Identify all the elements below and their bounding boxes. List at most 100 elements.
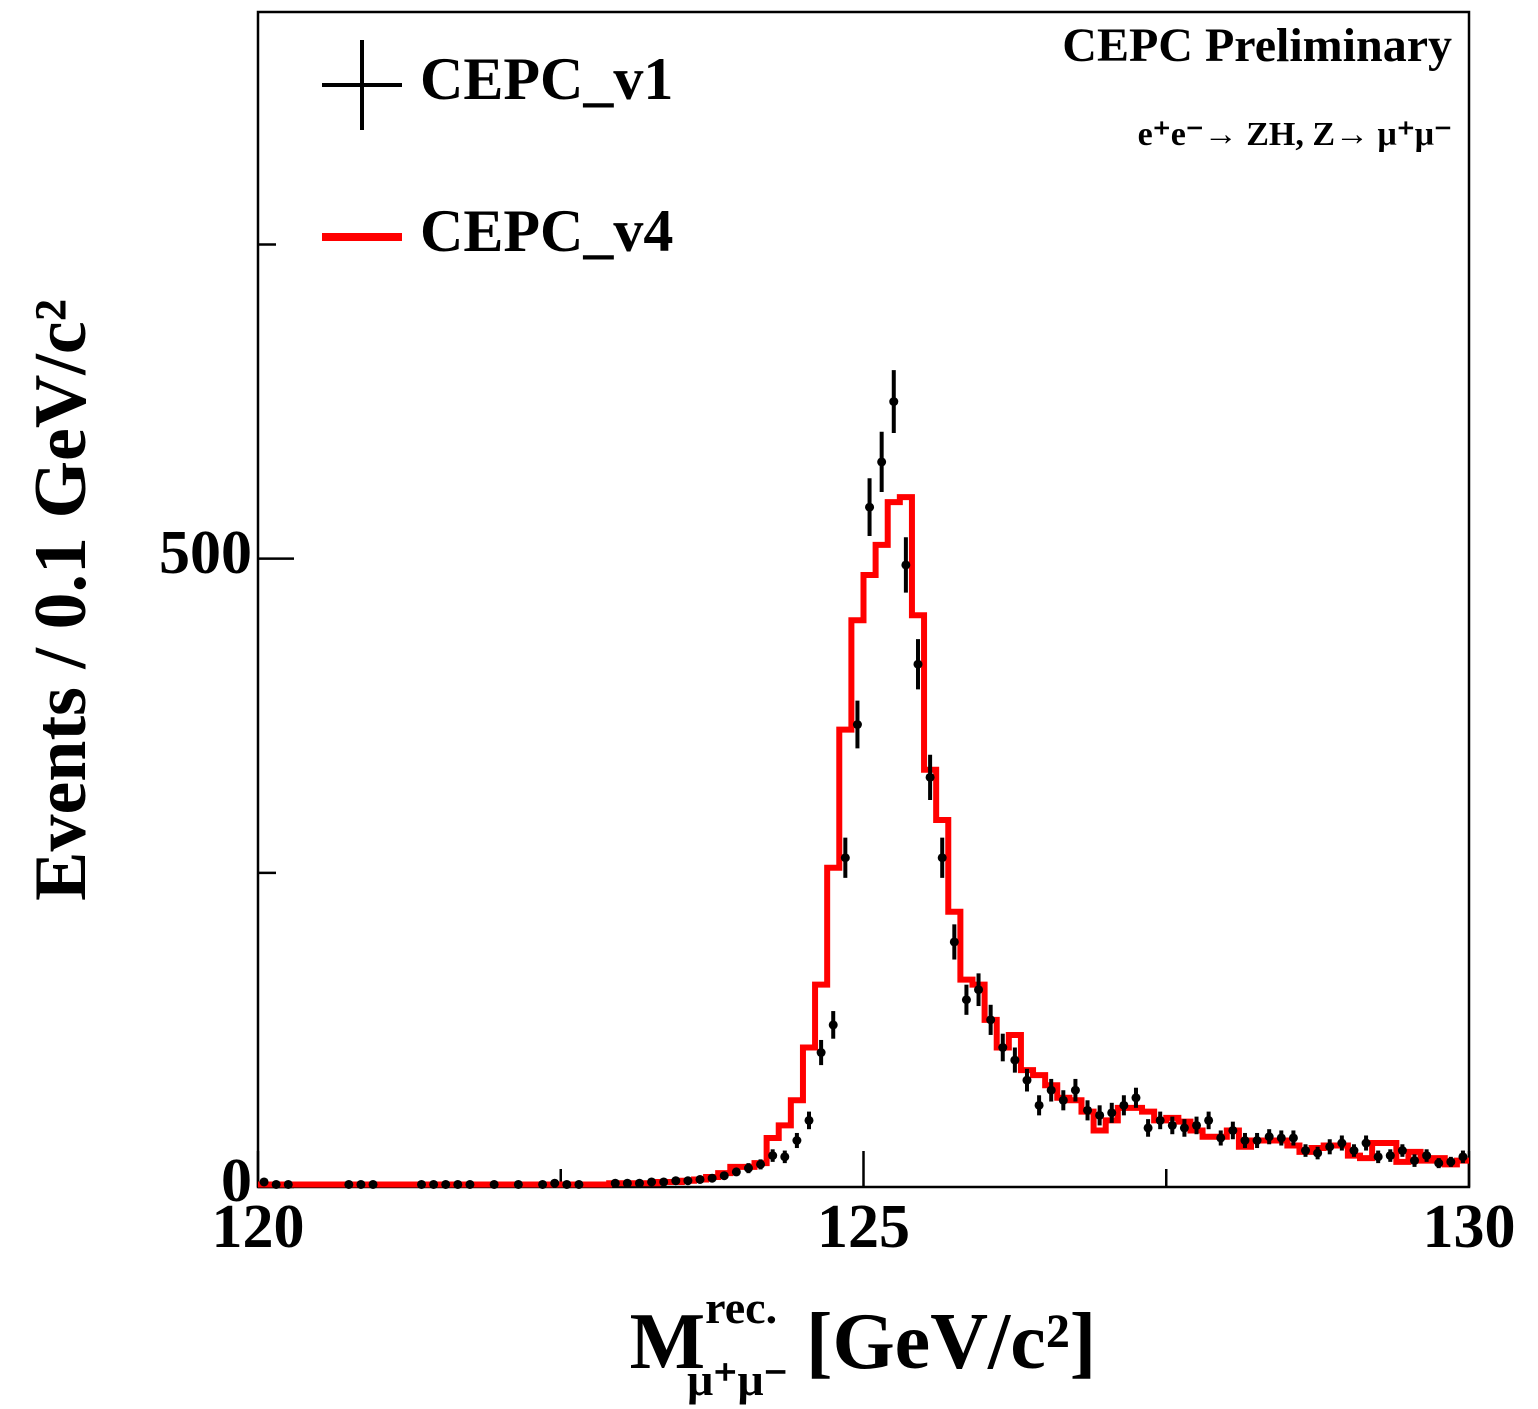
point-marker bbox=[1373, 1152, 1383, 1162]
point-marker bbox=[1422, 1151, 1432, 1161]
point-marker bbox=[840, 853, 850, 863]
data-point bbox=[610, 1178, 620, 1188]
point-marker bbox=[622, 1178, 632, 1188]
data-point bbox=[453, 1179, 463, 1189]
point-marker bbox=[901, 560, 911, 570]
point-marker bbox=[743, 1163, 753, 1173]
data-point bbox=[1397, 1144, 1407, 1157]
data-point bbox=[574, 1179, 584, 1189]
point-marker bbox=[1301, 1146, 1311, 1156]
data-point bbox=[961, 984, 971, 1015]
data-point bbox=[1422, 1149, 1432, 1162]
x-axis-label: Mrec. μ⁺μ⁻ [GeV/c²] bbox=[630, 1282, 1097, 1405]
legend-label: CEPC_v4 bbox=[420, 198, 673, 264]
point-marker bbox=[780, 1152, 790, 1162]
data-point bbox=[986, 1004, 996, 1035]
point-marker bbox=[998, 1043, 1008, 1053]
data-point bbox=[1155, 1111, 1165, 1130]
data-point bbox=[949, 924, 959, 960]
data-point bbox=[562, 1179, 572, 1189]
data-point bbox=[283, 1179, 293, 1189]
data-point bbox=[1143, 1119, 1153, 1137]
data-point bbox=[804, 1111, 814, 1130]
point-marker bbox=[1216, 1133, 1226, 1143]
data-point bbox=[1119, 1095, 1129, 1116]
y-tick-label: 0 bbox=[221, 1147, 252, 1215]
data-point bbox=[707, 1173, 717, 1183]
point-marker bbox=[949, 937, 959, 947]
y-axis-label: Events / 0.1 GeV/c² bbox=[20, 299, 102, 901]
data-point bbox=[889, 370, 899, 433]
data-point bbox=[1058, 1090, 1068, 1111]
point-marker bbox=[356, 1179, 366, 1189]
data-point bbox=[538, 1179, 548, 1189]
data-point bbox=[1046, 1078, 1056, 1102]
point-marker bbox=[1410, 1156, 1420, 1166]
point-marker bbox=[659, 1177, 669, 1187]
point-marker bbox=[925, 772, 935, 782]
point-marker bbox=[719, 1171, 729, 1181]
point-marker bbox=[647, 1177, 657, 1187]
data-point bbox=[877, 431, 887, 493]
data-point bbox=[695, 1174, 705, 1184]
data-point bbox=[1349, 1144, 1359, 1157]
point-marker bbox=[974, 985, 984, 995]
data-point bbox=[756, 1159, 766, 1170]
point-marker bbox=[1264, 1132, 1274, 1142]
data-point bbox=[925, 754, 935, 800]
data-point bbox=[647, 1177, 657, 1187]
data-point bbox=[356, 1179, 366, 1189]
point-marker bbox=[562, 1179, 572, 1189]
data-point bbox=[1192, 1116, 1202, 1135]
data-point bbox=[792, 1132, 802, 1149]
data-point bbox=[1385, 1149, 1395, 1162]
x-tick-label: 125 bbox=[817, 1193, 910, 1261]
data-point bbox=[1010, 1047, 1020, 1073]
point-marker bbox=[1361, 1138, 1371, 1148]
point-marker bbox=[453, 1179, 463, 1189]
point-marker bbox=[707, 1173, 717, 1183]
point-marker bbox=[1434, 1158, 1444, 1168]
data-point bbox=[1252, 1132, 1262, 1149]
data-point bbox=[1458, 1150, 1468, 1164]
annotation: CEPC Preliminary bbox=[1062, 19, 1452, 72]
data-point bbox=[840, 837, 850, 878]
point-marker bbox=[1228, 1125, 1238, 1135]
point-marker bbox=[1313, 1148, 1323, 1158]
point-marker bbox=[1288, 1133, 1298, 1143]
data-point bbox=[1070, 1078, 1080, 1102]
point-marker bbox=[889, 397, 899, 407]
data-point bbox=[780, 1150, 790, 1164]
data-point bbox=[1179, 1119, 1189, 1137]
data-point bbox=[1325, 1139, 1335, 1155]
data-point bbox=[1301, 1144, 1311, 1157]
data-point bbox=[1361, 1135, 1371, 1151]
point-marker bbox=[695, 1174, 705, 1184]
point-marker bbox=[1349, 1146, 1359, 1156]
point-marker bbox=[1192, 1120, 1202, 1130]
point-marker bbox=[1204, 1115, 1214, 1125]
process-label: e⁺e⁻→ ZH, Z→ μ⁺μ⁻ bbox=[1138, 116, 1452, 153]
data-point bbox=[768, 1149, 778, 1162]
point-marker bbox=[1107, 1108, 1117, 1118]
data-point bbox=[271, 1179, 281, 1189]
point-marker bbox=[1119, 1100, 1129, 1110]
x-label-unit: [GeV/c²] bbox=[806, 1298, 1097, 1386]
data-point bbox=[465, 1179, 475, 1189]
x-tick-label: 130 bbox=[1423, 1193, 1516, 1261]
point-marker bbox=[1252, 1136, 1262, 1146]
data-point bbox=[901, 537, 911, 593]
point-marker bbox=[913, 659, 923, 669]
point-marker bbox=[1337, 1138, 1347, 1148]
point-marker bbox=[1070, 1085, 1080, 1095]
data-point bbox=[550, 1178, 560, 1188]
data-point bbox=[828, 1011, 838, 1039]
data-point bbox=[1264, 1129, 1274, 1145]
data-point bbox=[1410, 1154, 1420, 1167]
point-marker bbox=[1276, 1133, 1286, 1143]
point-marker bbox=[489, 1179, 499, 1189]
point-marker bbox=[1179, 1123, 1189, 1133]
point-marker bbox=[816, 1048, 826, 1058]
point-marker bbox=[610, 1178, 620, 1188]
